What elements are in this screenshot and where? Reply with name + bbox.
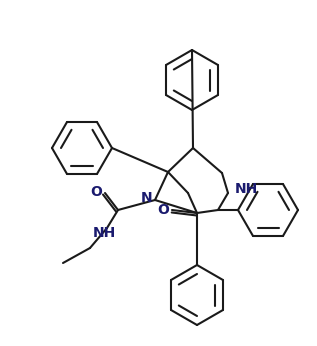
- Text: O: O: [90, 185, 102, 199]
- Text: O: O: [157, 203, 169, 217]
- Text: N: N: [141, 191, 153, 205]
- Text: NH: NH: [235, 182, 258, 196]
- Text: NH: NH: [92, 226, 116, 240]
